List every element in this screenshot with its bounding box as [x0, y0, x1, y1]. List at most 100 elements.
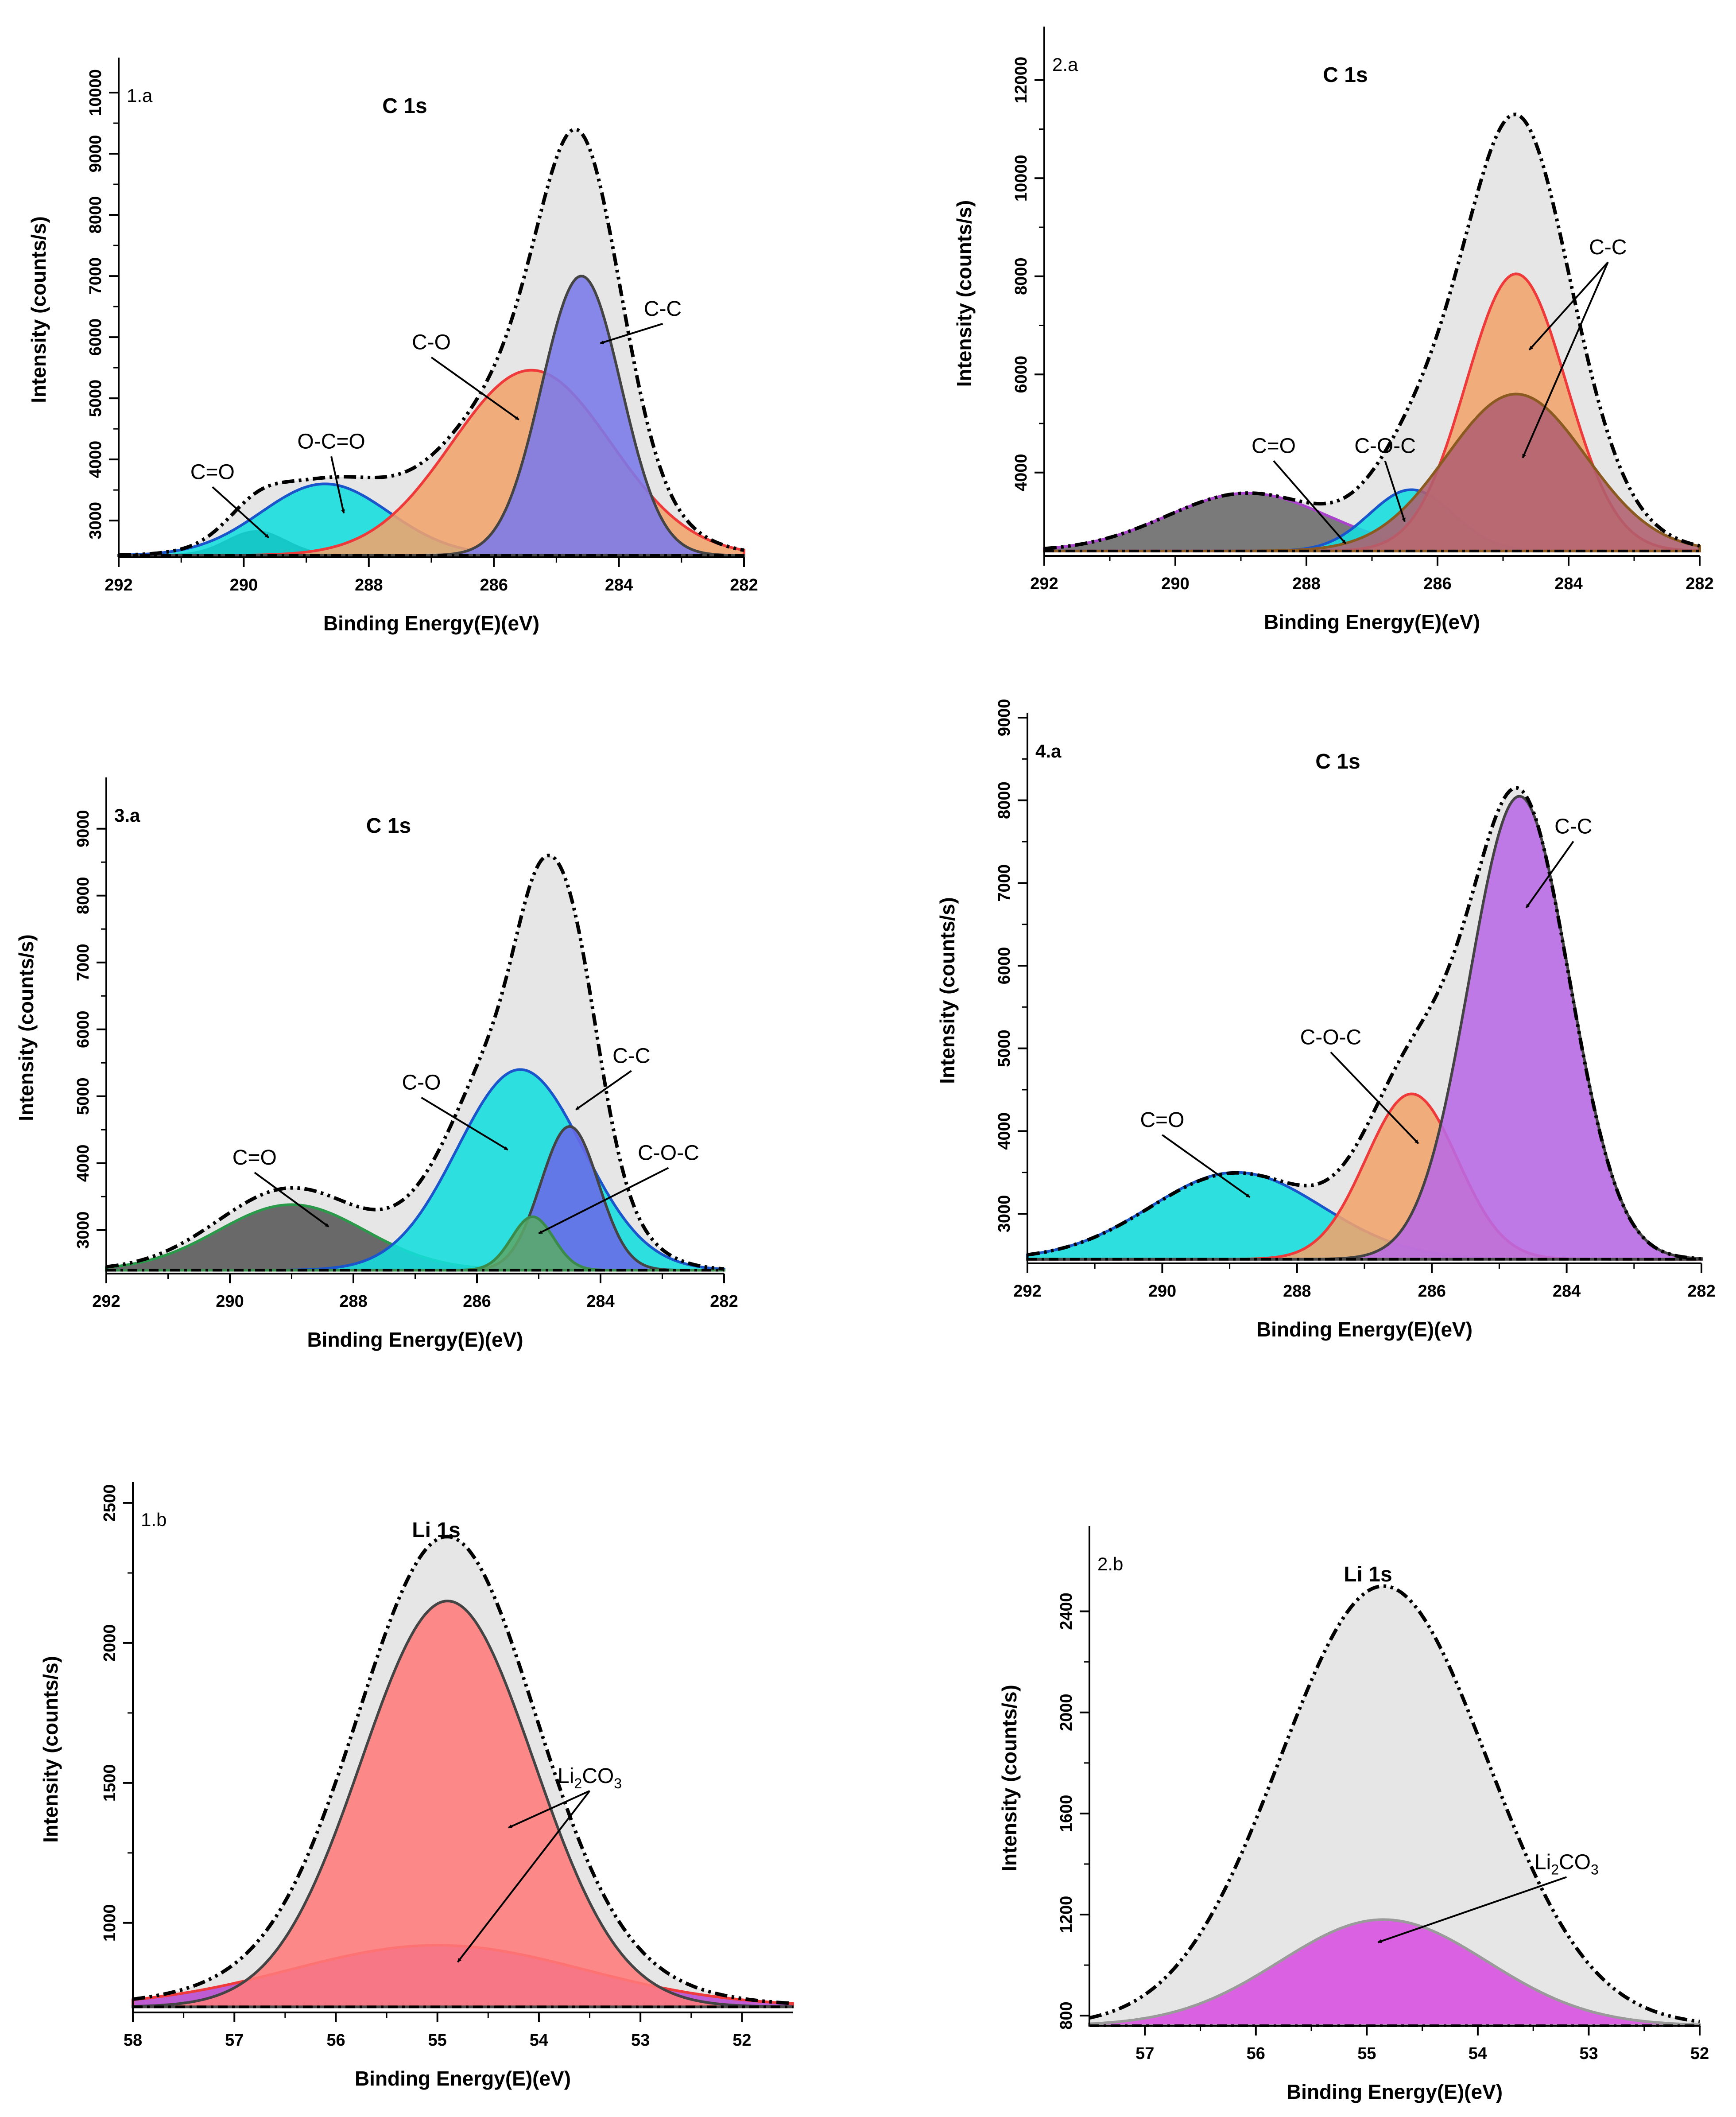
panel-title: C 1s	[1315, 750, 1360, 773]
annotation-label: C-C	[1554, 815, 1592, 838]
y-tick-label: 6000	[1012, 356, 1031, 393]
annotation-arrow	[1522, 262, 1609, 458]
annotation-arrow	[1384, 460, 1406, 522]
x-tick-label: 56	[326, 2031, 345, 2050]
annotation-label: C-O-C	[1354, 434, 1416, 458]
y-tick-label: 8000	[1012, 257, 1031, 295]
y-axis-label: Intensity (counts/s)	[27, 216, 50, 403]
y-tick-label: 2000	[1057, 1694, 1076, 1731]
panel-1.b: 58 57 56 55 54 53 52 1000 1500 2000 2500 Binding En…	[39, 1482, 794, 2090]
x-tick-label: 55	[1357, 2044, 1376, 2063]
panel-title: C 1s	[1323, 63, 1368, 87]
y-tick-label: 5000	[995, 1029, 1014, 1067]
x-tick-label: 54	[1469, 2044, 1487, 2063]
annotation-label: C=O	[1140, 1108, 1184, 1132]
y-axis-label: Intensity (counts/s)	[936, 897, 959, 1084]
y-tick-label: 2000	[101, 1624, 119, 1662]
y-tick-label: 7000	[74, 944, 93, 981]
x-axis-label: Binding Energy(E)(eV)	[355, 2067, 571, 2090]
annotation-label: Li2CO3	[558, 1764, 622, 1791]
x-tick-label: 55	[428, 2031, 447, 2050]
x-tick-label: 282	[1686, 575, 1713, 593]
y-tick-label: 8000	[74, 877, 93, 914]
x-tick-label: 282	[710, 1292, 738, 1311]
annotation-label: C-O	[412, 331, 451, 354]
x-axis-label: Binding Energy(E)(eV)	[1286, 2080, 1503, 2103]
x-tick-label: 53	[631, 2031, 650, 2050]
panel-id-label: 1.a	[127, 85, 153, 106]
annotation-arrow	[330, 456, 345, 514]
panel-2.a: 292 290 288 286 284 282 4000 6000 8000 10000 12000…	[953, 27, 1714, 633]
x-axis-label: Binding Energy(E)(eV)	[1264, 610, 1480, 633]
annotation-label: C-C	[612, 1044, 650, 1068]
x-tick-label: 286	[480, 576, 508, 594]
annotation-label-part: 2	[1551, 1861, 1559, 1877]
y-tick-label: 1600	[1057, 1795, 1076, 1833]
envelope-line	[132, 1534, 793, 2005]
y-tick-label: 4000	[995, 1112, 1014, 1150]
x-tick-label: 52	[732, 2031, 751, 2050]
y-axis-label: Intensity (counts/s)	[39, 1656, 62, 1843]
annotation-arrow	[600, 322, 663, 344]
x-tick-label: 292	[105, 576, 132, 594]
y-tick-label: 10000	[1012, 155, 1031, 202]
annotation-label-part: Li	[1534, 1850, 1551, 1874]
panel-title: Li 1s	[1344, 1563, 1392, 1586]
x-tick-label: 290	[1148, 1282, 1176, 1301]
y-tick-label: 4000	[86, 441, 105, 478]
panel-3.a: 292 290 288 286 284 282 3000 4000 5000 6000 7000 80…	[15, 777, 738, 1351]
y-tick-label: 8000	[995, 781, 1014, 819]
y-tick-label: 800	[1057, 2001, 1076, 2029]
x-tick-label: 54	[530, 2031, 548, 2050]
y-tick-label: 7000	[995, 864, 1014, 902]
annotation-label-part: 2	[574, 1775, 582, 1791]
y-tick-label: 3000	[86, 502, 105, 540]
x-axis-label: Binding Energy(E)(eV)	[1256, 1318, 1472, 1341]
annotation-label-part: 3	[1591, 1861, 1599, 1877]
annotation-arrow	[1273, 460, 1347, 544]
panel-2.b: 57 56 55 54 53 52 800 1200 1600 2000 2400 Binding E…	[998, 1526, 1709, 2103]
y-tick-label: 4000	[1012, 454, 1031, 491]
annotation-label: C-C	[644, 297, 682, 321]
annotation-arrow	[1525, 841, 1574, 909]
y-tick-label: 1000	[101, 1904, 119, 1942]
x-tick-label: 284	[1554, 575, 1582, 593]
panel-title: C 1s	[382, 94, 427, 118]
x-tick-label: 57	[225, 2031, 244, 2050]
annotation-arrow	[538, 1167, 669, 1235]
panel-id-label: 2.a	[1052, 54, 1078, 75]
x-tick-label: 284	[605, 576, 633, 594]
annotation-arrow	[421, 1096, 508, 1151]
annotation-label-part: 3	[614, 1775, 622, 1791]
x-tick-label: 58	[124, 2031, 142, 2050]
annotation-arrow	[575, 1070, 632, 1111]
x-tick-label: 282	[730, 576, 758, 594]
panel-id-label: 2.b	[1097, 1554, 1123, 1574]
envelope-line	[1089, 1584, 1700, 2024]
x-tick-label: 292	[92, 1292, 120, 1311]
annotation-arrow	[1162, 1134, 1251, 1198]
envelope-fill-area	[1089, 1586, 1700, 2026]
x-tick-label: 286	[463, 1292, 491, 1311]
y-axis-label: Intensity (counts/s)	[15, 934, 38, 1121]
x-tick-label: 286	[1418, 1282, 1445, 1301]
y-tick-label: 5000	[74, 1078, 93, 1115]
annotation-label: C=O	[232, 1146, 277, 1169]
y-tick-label: 6000	[74, 1011, 93, 1049]
y-tick-label: 9000	[74, 810, 93, 847]
envelope-line	[106, 854, 725, 1271]
x-tick-label: 290	[230, 576, 258, 594]
y-tick-label: 8000	[86, 196, 105, 234]
x-tick-label: 288	[355, 576, 383, 594]
y-tick-label: 3000	[995, 1195, 1014, 1233]
x-tick-label: 56	[1247, 2044, 1265, 2063]
x-tick-label: 290	[1161, 575, 1189, 593]
annotation-label: C=O	[190, 460, 235, 484]
y-tick-label: 6000	[86, 319, 105, 356]
y-tick-label: 4000	[74, 1145, 93, 1182]
annotation-label: C-O	[402, 1071, 441, 1095]
y-tick-label: 5000	[86, 380, 105, 417]
y-tick-label: 3000	[74, 1212, 93, 1249]
panel-1.a: 292 290 288 286 284 282 3000 4000 5000 6000 7000 80…	[27, 58, 758, 635]
